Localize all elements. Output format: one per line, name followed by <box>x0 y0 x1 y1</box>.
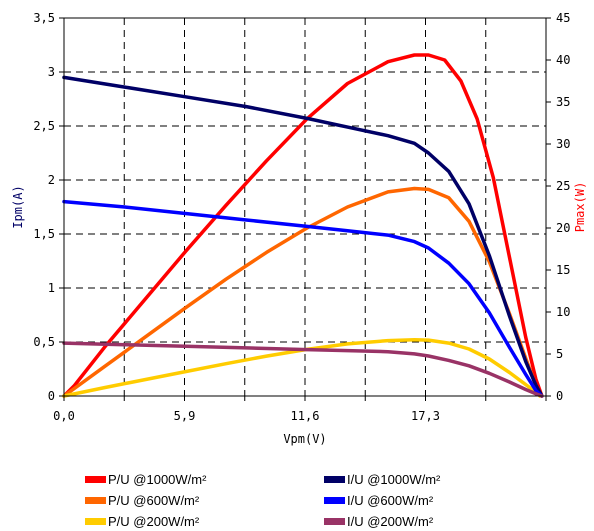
legend-swatch <box>324 517 345 525</box>
series-line-p-u-200w-m <box>62 337 542 398</box>
legend: P/U @1000W/m² P/U @600W/m² P/U @200W/m² I/U… <box>0 466 594 531</box>
grid-lines <box>64 18 546 396</box>
legend-swatch <box>85 496 106 504</box>
y-left-tick-label: 3,5 <box>33 11 55 25</box>
x-tick-label: 0,0 <box>53 409 75 423</box>
y-left-tick-label: 0,5 <box>33 335 55 349</box>
y-left-tick-label: 2 <box>48 173 55 187</box>
legend-item: P/U @200W/m² <box>85 513 199 529</box>
legend-label: P/U @200W/m² <box>108 513 200 529</box>
legend-swatch <box>85 475 106 483</box>
y-right-axis-title: Pmax(W) <box>573 182 587 233</box>
legend-label: I/U @200W/m² <box>347 513 434 529</box>
legend-item: P/U @1000W/m² <box>85 471 206 487</box>
y-right-tick-label: 15 <box>556 263 570 277</box>
series-line-i-u-1000w-m <box>62 75 544 398</box>
y-right-tick-label: 10 <box>556 305 570 319</box>
series-line-i-u-200w-m <box>62 341 544 398</box>
series-line-i-u-600w-m <box>62 199 544 398</box>
pv-characteristic-chart: 0,0 5,9 11,6 17,3 0 0,5 1 1,5 2 2,5 3 3,5 0 5 10 15 20… <box>11 11 587 446</box>
legend-label: I/U @1000W/m² <box>347 471 441 487</box>
y-left-axis-ticks: 0 0,5 1 1,5 2 2,5 3 3,5 <box>33 11 64 403</box>
y-left-tick-label: 0 <box>48 389 55 403</box>
y-right-axis-ticks: 0 5 10 15 20 25 30 35 40 45 <box>546 11 570 403</box>
y-right-tick-label: 45 <box>556 11 570 25</box>
legend-item: I/U @200W/m² <box>324 513 433 529</box>
legend-item: I/U @600W/m² <box>324 492 433 508</box>
legend-swatch <box>85 517 106 525</box>
y-left-tick-label: 3 <box>48 65 55 79</box>
x-tick-label: 11,6 <box>291 409 320 423</box>
x-axis-ticks: 0,0 5,9 11,6 17,3 <box>53 396 547 423</box>
x-axis-title: Vpm(V) <box>283 432 326 446</box>
y-right-tick-label: 25 <box>556 179 570 193</box>
series-group <box>62 53 544 398</box>
x-tick-label: 17,3 <box>411 409 440 423</box>
y-left-tick-label: 1,5 <box>33 227 55 241</box>
x-tick-label: 5,9 <box>174 409 196 423</box>
y-left-axis-title: Ipm(A) <box>11 185 25 228</box>
legend-item: I/U @1000W/m² <box>324 471 440 487</box>
y-right-tick-label: 0 <box>556 389 563 403</box>
legend-label: P/U @600W/m² <box>108 492 200 508</box>
y-right-tick-label: 20 <box>556 221 570 235</box>
y-right-tick-label: 40 <box>556 53 570 67</box>
y-right-tick-label: 35 <box>556 95 570 109</box>
legend-swatch <box>324 475 345 483</box>
legend-item: P/U @600W/m² <box>85 492 199 508</box>
y-left-tick-label: 2,5 <box>33 119 55 133</box>
legend-label: I/U @600W/m² <box>347 492 434 508</box>
series-line-p-u-1000w-m <box>62 53 544 398</box>
y-right-tick-label: 30 <box>556 137 570 151</box>
y-right-tick-label: 5 <box>556 347 563 361</box>
legend-label: P/U @1000W/m² <box>108 471 207 487</box>
legend-swatch <box>324 496 345 504</box>
y-left-tick-label: 1 <box>48 281 55 295</box>
